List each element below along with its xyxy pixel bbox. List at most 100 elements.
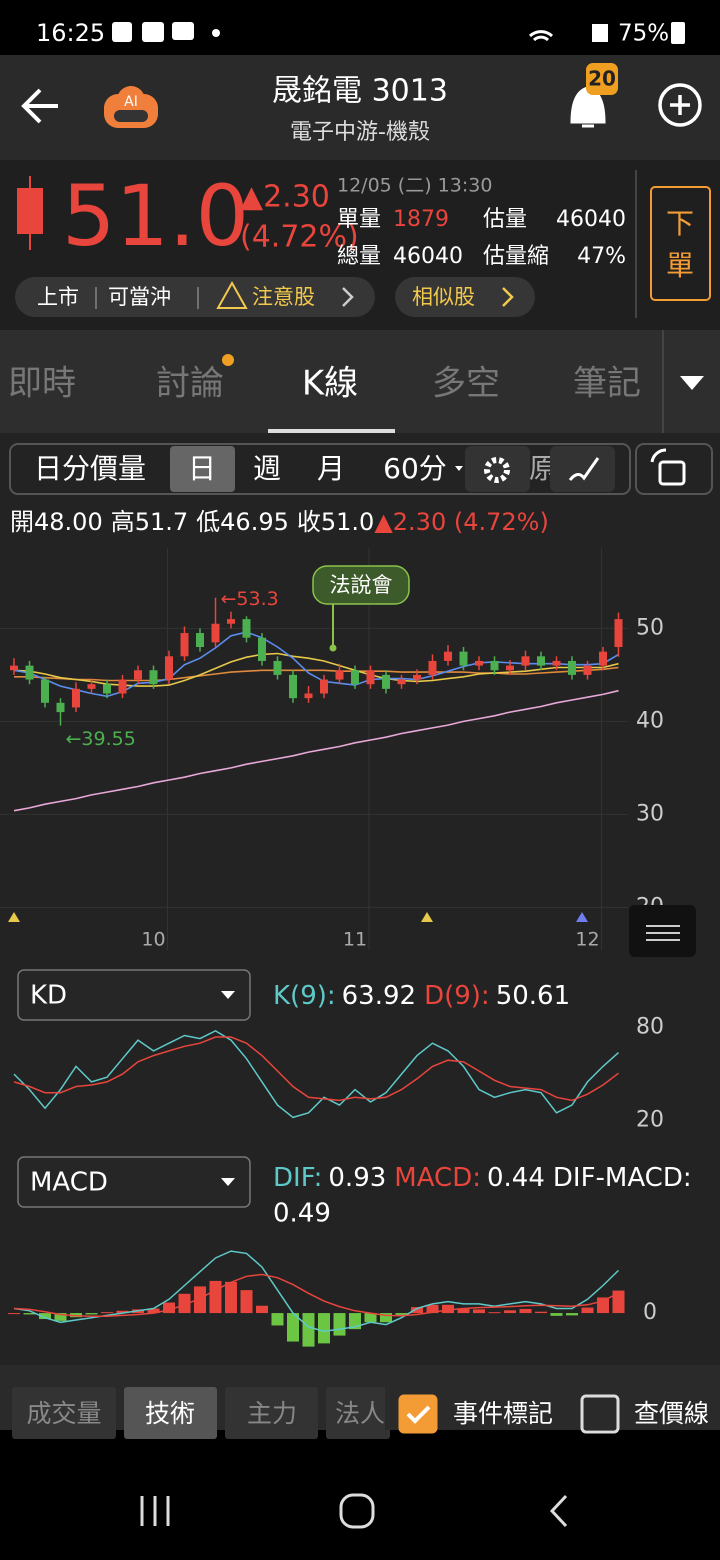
tab[interactable]: 筆記 (573, 364, 641, 404)
bottom-tab[interactable] (225, 1387, 318, 1439)
signal-icon (592, 24, 608, 42)
indicator-select[interactable] (17, 1156, 251, 1208)
add-button[interactable] (658, 83, 702, 127)
period-tab[interactable]: 60分 (383, 452, 447, 485)
candle-body (165, 656, 173, 680)
tab[interactable]: K線 (302, 364, 358, 404)
legend-value: 0.93 (328, 1163, 386, 1193)
histogram-bar (39, 1313, 51, 1320)
legend-name: DIF-MACD: (553, 1163, 692, 1193)
back-button[interactable] (21, 88, 58, 124)
indicator-name: KD (30, 981, 67, 1011)
order-button[interactable] (650, 186, 711, 301)
histogram-bar (457, 1308, 470, 1314)
chevron (342, 287, 354, 307)
price-change-pct: (4.72%) (240, 220, 359, 255)
add-plus (670, 95, 690, 115)
checkbox-label: 事件標記 (453, 1399, 553, 1428)
icon (142, 22, 164, 42)
histogram-bar (566, 1313, 578, 1316)
bottom-fade (385, 1380, 397, 1430)
draw-button[interactable] (550, 446, 615, 492)
candle-body (41, 679, 49, 703)
event-bubble[interactable] (312, 565, 410, 605)
histogram-bar (380, 1313, 392, 1323)
tag-pill[interactable] (15, 277, 375, 317)
nav-back[interactable] (549, 1494, 568, 1528)
histogram-bar (535, 1311, 547, 1314)
tab[interactable]: 討論 (156, 364, 224, 404)
candle-body (537, 656, 545, 666)
candle-body (413, 674, 421, 680)
histogram-bar (550, 1313, 563, 1316)
histogram-bar (163, 1302, 175, 1314)
period-bar (9, 443, 631, 495)
histogram-bar (8, 1313, 20, 1315)
ai-robot-icon[interactable]: AI (104, 86, 158, 128)
candle-body (506, 665, 514, 671)
histogram-bar (240, 1290, 253, 1314)
candle-body (103, 684, 111, 694)
checkbox[interactable] (580, 1394, 620, 1434)
period-tab[interactable]: 週 (253, 452, 281, 485)
ohlc-line: 開48.00 高51.7 低46.95 收51.0▲2.30 (4.72%) (10, 508, 549, 536)
gear-icon (484, 457, 510, 483)
chart-tool-button[interactable] (629, 905, 696, 957)
price-change: ▲2.30 (240, 180, 330, 215)
period-tab[interactable]: 日 (188, 452, 216, 485)
tabs-dropdown[interactable] (680, 376, 704, 390)
x-tick-label: 11 (343, 929, 367, 951)
candle-body (242, 619, 251, 638)
robot-label: AI (124, 94, 138, 110)
low-annotation: ←39.55 (66, 728, 136, 750)
bottom-tab[interactable] (124, 1387, 217, 1439)
x-tick-label: 12 (575, 929, 599, 951)
candle-body (118, 679, 127, 694)
candle-body (614, 619, 623, 647)
y-tick-label: 50 (636, 615, 664, 640)
candle-body (149, 670, 158, 685)
nav-recents[interactable] (140, 1496, 170, 1526)
battery-text: 75% (618, 21, 669, 47)
histogram-bar (581, 1307, 594, 1314)
y-tick-label: 40 (636, 708, 664, 733)
bottom-tab-label: 法人 (335, 1399, 385, 1428)
chevron (502, 287, 514, 307)
nav-home[interactable] (339, 1493, 375, 1529)
stock-subtitle: 電子中游-機殼 (290, 120, 430, 145)
bottom-tab[interactable] (326, 1387, 390, 1439)
histogram-bar (411, 1307, 423, 1314)
select-arrow (221, 991, 235, 999)
checkbox[interactable] (398, 1394, 438, 1434)
candle-body (72, 688, 80, 708)
field-label: 單量 (337, 207, 381, 232)
similar-pill[interactable] (395, 277, 535, 317)
histogram-bar (519, 1308, 532, 1314)
series-line (13, 652, 619, 687)
candle-body (428, 660, 437, 675)
robot-head (117, 86, 145, 114)
period-tab[interactable]: 月 (317, 452, 345, 485)
ohlc-label: 低 (196, 508, 220, 536)
tabs-bg (0, 330, 720, 433)
period-tab[interactable]: 日分價量 (34, 452, 146, 485)
bottom-tab[interactable] (12, 1387, 116, 1439)
ohlc-label: 開 (10, 508, 34, 536)
histogram-bar (488, 1312, 501, 1314)
robot-eyes (114, 110, 148, 122)
histogram-bar (209, 1280, 222, 1314)
settings-button[interactable] (465, 446, 530, 492)
tab[interactable]: 多空 (432, 364, 500, 404)
tab[interactable]: 即時 (8, 364, 76, 404)
candle-body (304, 693, 313, 699)
kd-legend: K(9): 63.92 D(9): 50.61 (273, 981, 570, 1011)
candle-body (583, 665, 592, 675)
ohlc-value: 51.0 (321, 508, 374, 536)
rotate-button[interactable] (635, 443, 713, 495)
candle-body (273, 660, 282, 675)
y-tick-label: 80 (636, 1015, 664, 1040)
indicator-select[interactable] (17, 969, 251, 1021)
field-value: 46040 (556, 207, 626, 232)
similar-stocks: 相似股 (412, 285, 475, 309)
price: 51.0 (62, 167, 249, 265)
